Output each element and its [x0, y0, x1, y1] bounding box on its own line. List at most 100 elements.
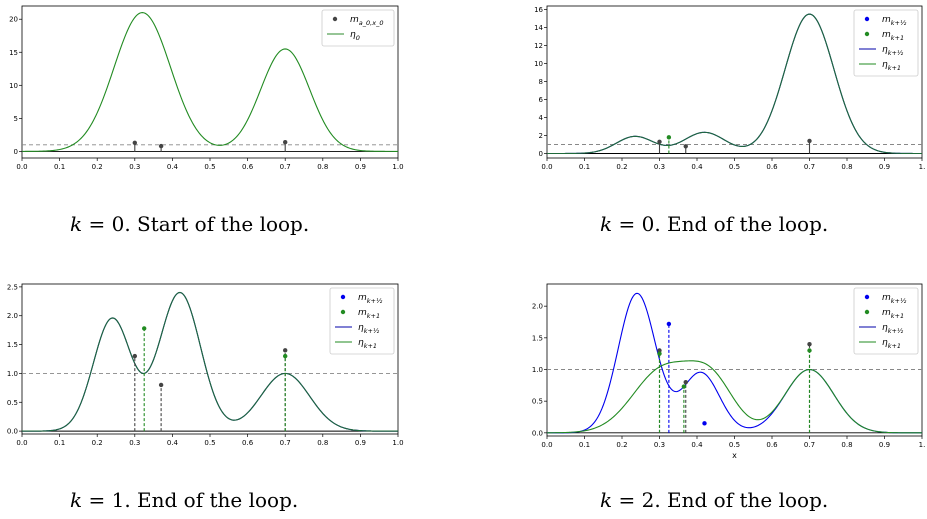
y-tick-label: 10 [9, 82, 18, 90]
caption-2: k = 0. End of the loop. [600, 212, 829, 236]
curve-1 [21, 12, 398, 152]
stem-point [683, 379, 688, 385]
y-tick-label: 14 [534, 24, 543, 32]
y-tick-label: 0.5 [7, 399, 18, 407]
x-tick-label: 0.6 [242, 163, 254, 171]
curve-2 [546, 360, 922, 434]
stem-point [657, 139, 662, 145]
x-tick-label: 0.7 [804, 441, 815, 449]
stem-point [158, 143, 164, 149]
x-tick-label: 0.8 [317, 439, 328, 447]
y-tick-label: 15 [9, 49, 18, 57]
x-tick-label: 0.0 [541, 163, 552, 171]
legend: ma_0,x_0η0 [321, 9, 395, 47]
y-tick-label: 10 [534, 60, 543, 68]
stem-point [666, 321, 672, 327]
x-tick-label: 0.4 [691, 163, 703, 171]
legend-label: η0 [350, 30, 360, 42]
x-tick-label: 0.5 [729, 441, 740, 449]
legend: mk+½mk+1ηk+½ηk+1 [853, 9, 919, 77]
x-tick-label: 0.4 [167, 163, 179, 171]
y-tick-label: 0 [539, 150, 543, 158]
x-tick-label: 1.0 [392, 439, 403, 447]
x-tick-label: 0.4 [691, 441, 703, 449]
chart-panel-1: 0.0 0.1 0.2 0.3 0.4 0.5 0.6 0.7 0.8 0.9 1.0 0 5 10 15 2… [9, 5, 404, 171]
x-tick-label: 0.1 [54, 163, 65, 171]
x-tick-label: 0.5 [204, 163, 215, 171]
x-tick-label: 1.0 [392, 163, 403, 171]
stem-point [283, 348, 288, 353]
y-tick-label: 8 [539, 78, 543, 86]
x-tick-label: 0.6 [242, 439, 254, 447]
x-tick-label: 0.7 [280, 163, 291, 171]
x-tick-label: 0.1 [579, 163, 590, 171]
x-tick-label: 0.2 [616, 163, 627, 171]
x-tick-label: 0.3 [129, 439, 140, 447]
legend-marker [864, 31, 870, 37]
stem-point [683, 144, 688, 149]
x-tick-label: 1. [919, 163, 926, 171]
x-tick-label: 0.1 [579, 441, 590, 449]
legend-item: η0 [327, 30, 360, 42]
caption-3: k = 1. End of the loop. [70, 488, 299, 512]
chart-panel-3: 0.0 0.1 0.2 0.3 0.4 0.5 0.6 0.7 0.8 0.9 1.0 0.0 0.5 1… [7, 283, 404, 447]
y-tick-label: 6 [539, 96, 544, 104]
curve-2 [547, 13, 922, 155]
y-tick-label: 1.5 [532, 334, 543, 342]
x-tick-label: 0.9 [879, 441, 890, 449]
stem-point [283, 353, 288, 359]
y-tick-label: 16 [534, 6, 543, 14]
legend-marker [864, 16, 870, 22]
y-tick-label: 0 [14, 148, 18, 156]
y-tick-label: 2 [539, 132, 543, 140]
x-axis-label: x [732, 451, 737, 460]
legend-marker [864, 294, 870, 300]
y-tick-label: 2.0 [7, 312, 18, 320]
legend-marker [864, 309, 870, 315]
stem-point [666, 135, 672, 140]
x-tick-label: 0.9 [879, 163, 890, 171]
y-tick-label: 1.5 [7, 341, 18, 349]
x-tick-label: 0.2 [92, 163, 103, 171]
y-tick-label: 1.0 [532, 366, 543, 374]
caption-1: k = 0. Start of the loop. [70, 212, 310, 236]
y-tick-label: 0.5 [532, 398, 543, 406]
y-tick-label: 1.0 [7, 370, 18, 378]
stem-point [132, 140, 137, 145]
x-tick-label: 0.5 [729, 163, 740, 171]
x-tick-label: 0.9 [355, 439, 366, 447]
y-tick-label: 5 [14, 115, 18, 123]
y-tick-label: 20 [9, 16, 18, 24]
x-tick-label: 0.0 [541, 441, 552, 449]
legend-marker [340, 294, 346, 300]
x-tick-label: 0.4 [167, 439, 179, 447]
stem-point [807, 348, 812, 353]
x-tick-label: 0.8 [841, 163, 852, 171]
x-tick-label: 0.0 [16, 163, 27, 171]
x-tick-label: 0.8 [841, 441, 852, 449]
x-tick-label: 0.3 [654, 441, 665, 449]
y-tick-label: 2.0 [532, 303, 543, 311]
y-tick-label: 12 [534, 42, 543, 50]
legend: mk+½mk+1ηk+½ηk+1 [853, 287, 919, 355]
x-tick-label: 0.6 [766, 441, 778, 449]
stem-point [807, 341, 812, 347]
stem-point [283, 139, 288, 145]
chart-panel-2: 0.0 0.1 0.2 0.3 0.4 0.5 0.6 0.7 0.8 0.9 1. 0 2 4 6 8 10 1… [534, 5, 926, 171]
stem-point [657, 351, 662, 356]
x-tick-label: 0.7 [280, 439, 291, 447]
x-tick-label: 0.0 [16, 439, 27, 447]
stem-point [807, 138, 812, 144]
curve-2 [22, 291, 398, 432]
x-tick-label: 0.6 [766, 163, 778, 171]
chart-panel-4: 0.0 0.1 0.2 0.3 0.4 0.5 0.6 0.7 0.8 0.9 1. 0.0 0.5 1.… [532, 283, 925, 460]
stem-point [702, 421, 707, 426]
x-tick-label: 0.2 [616, 441, 627, 449]
legend: mk+½mk+1ηk+½ηk+1 [329, 287, 395, 355]
stem-point [657, 348, 662, 353]
x-tick-label: 0.5 [204, 439, 215, 447]
x-tick-label: 0.8 [317, 163, 328, 171]
x-tick-label: 0.3 [129, 163, 140, 171]
x-tick-label: 0.3 [654, 163, 665, 171]
y-tick-label: 4 [539, 114, 544, 122]
